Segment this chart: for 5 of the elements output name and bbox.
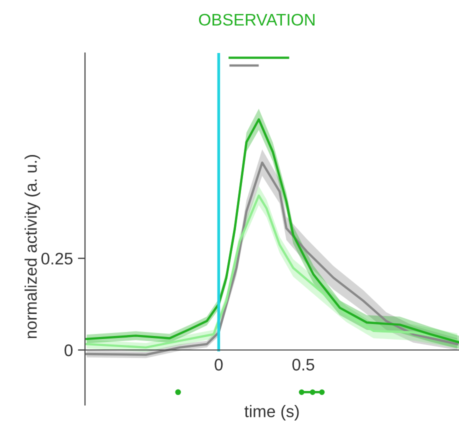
chart-title: OBSERVATION (199, 14, 314, 26)
x-axis-title: time (s) (244, 405, 299, 421)
y-tick-label: 0.25 (41, 252, 72, 265)
y-axis-title: normalized activity (a. u.) (24, 155, 40, 338)
x-tick-label: 0.5 (292, 358, 314, 371)
